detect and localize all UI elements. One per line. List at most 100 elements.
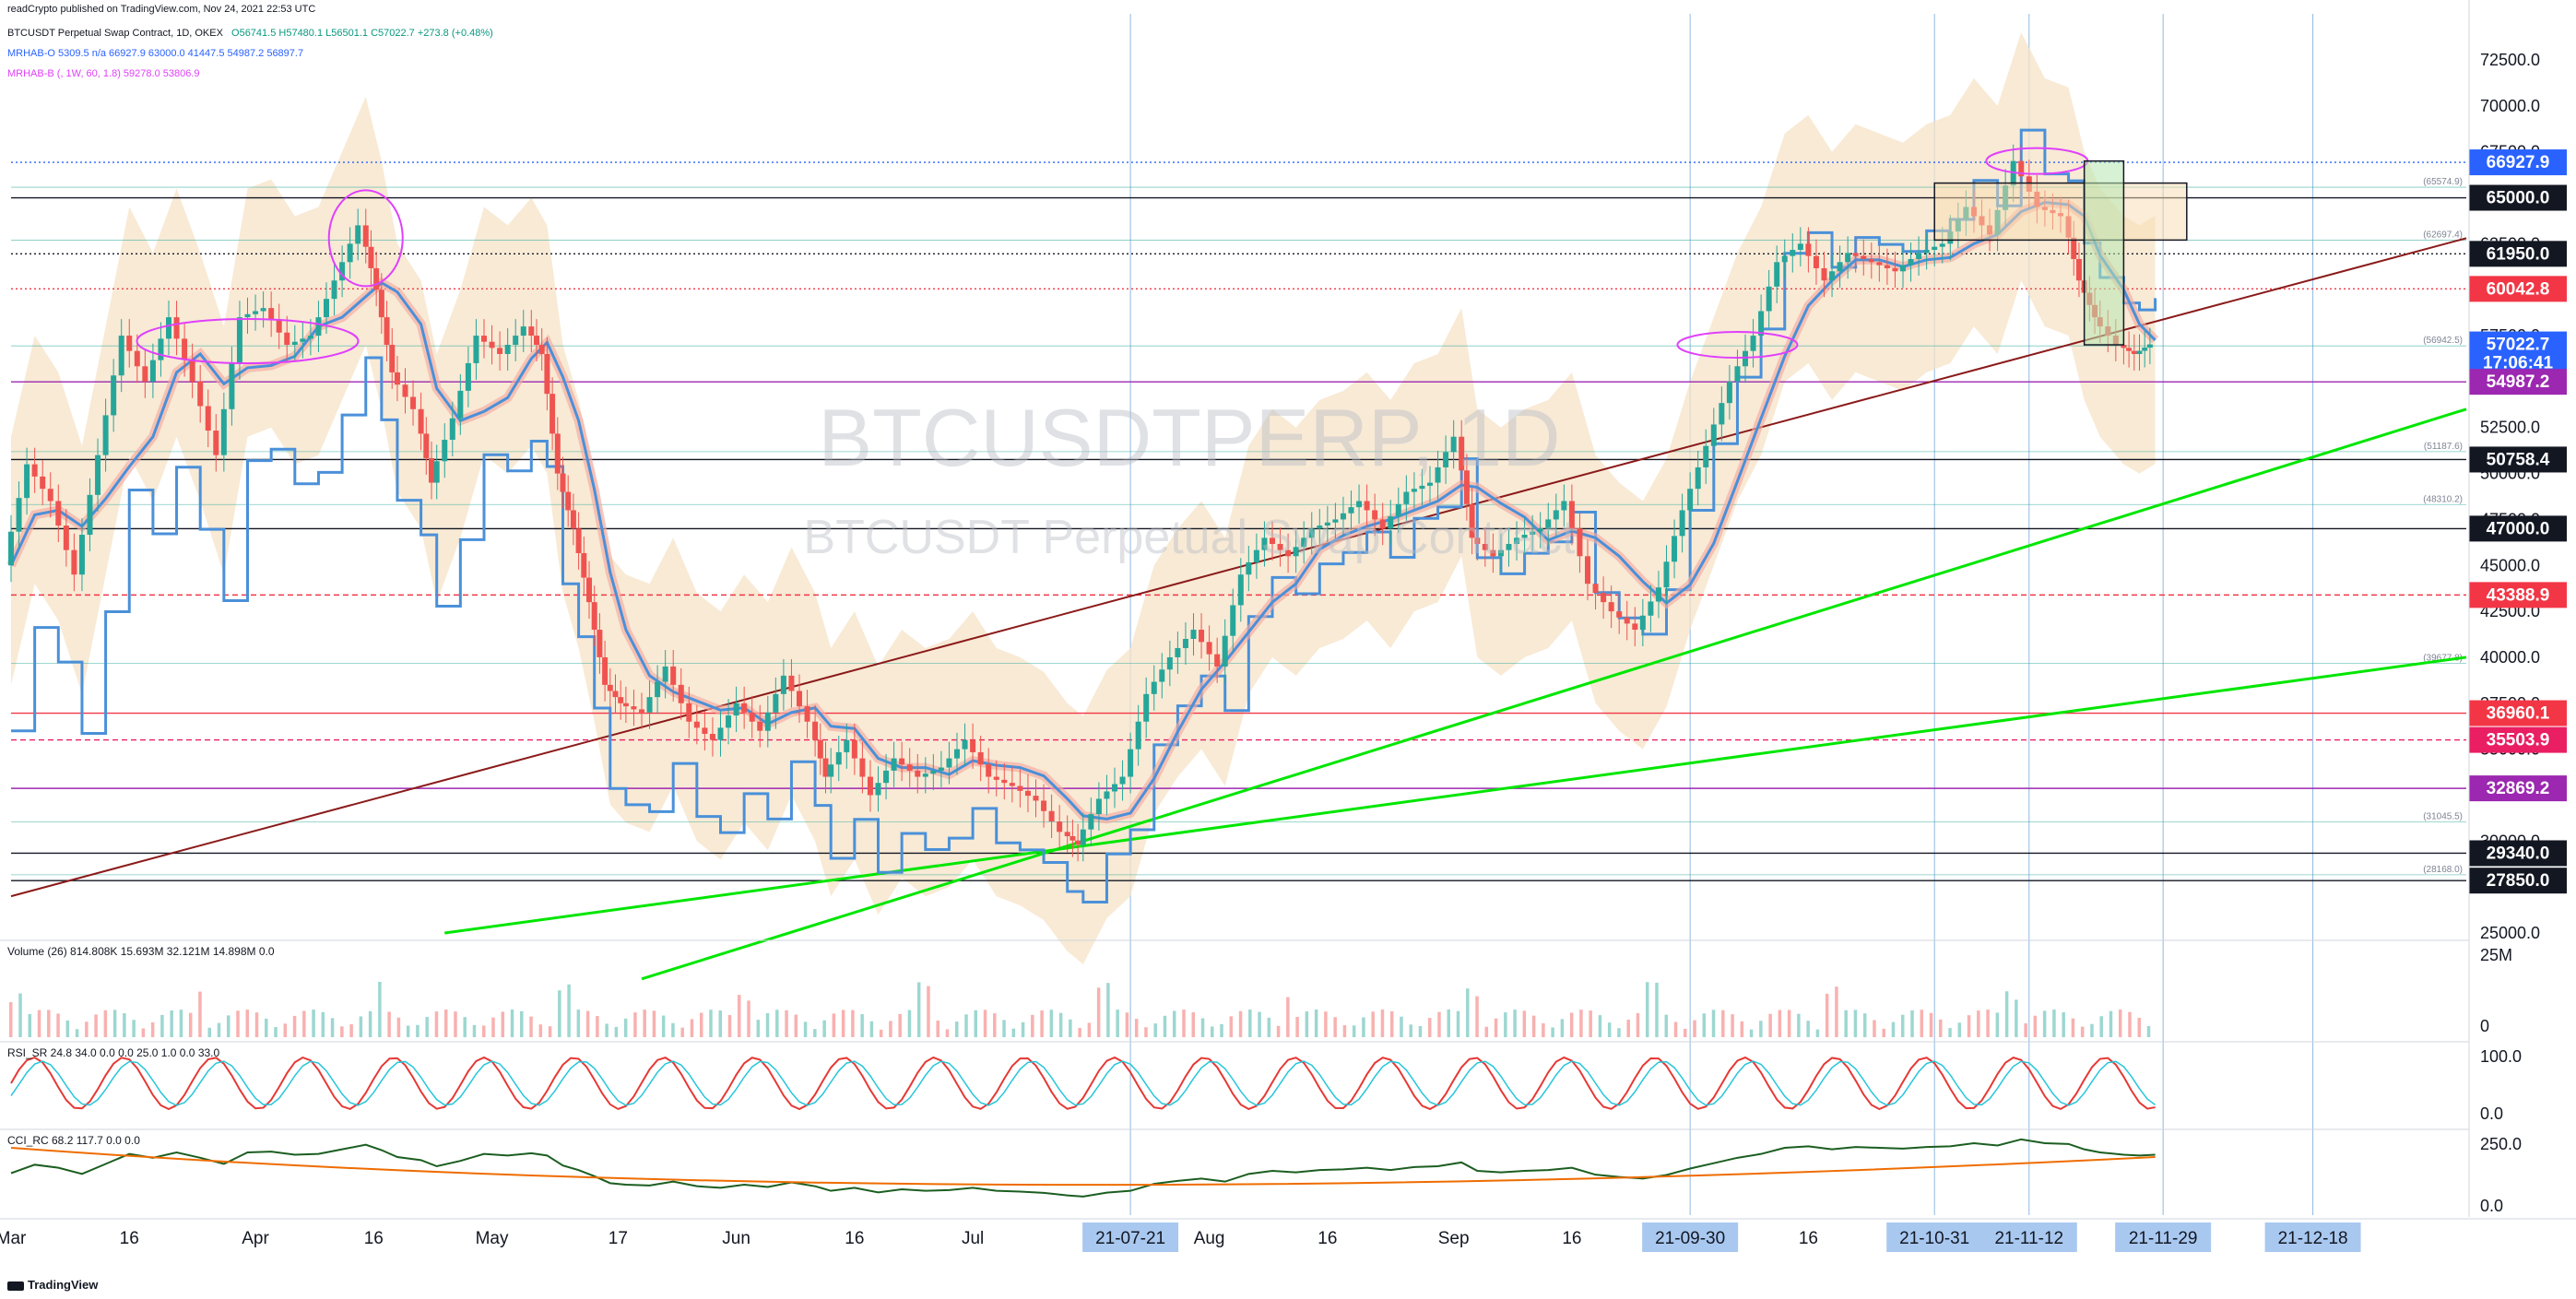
candle-body[interactable]	[1892, 267, 1898, 272]
candle-body[interactable]	[622, 703, 629, 707]
candle-body[interactable]	[173, 317, 180, 339]
candle-body[interactable]	[1545, 519, 1552, 529]
candle-body[interactable]	[1577, 528, 1583, 557]
candle-body[interactable]	[1112, 784, 1117, 792]
candle-body[interactable]	[8, 531, 14, 566]
candle-body[interactable]	[324, 299, 329, 318]
candle-body[interactable]	[1182, 639, 1188, 648]
candle-body[interactable]	[726, 715, 732, 728]
candle-body[interactable]	[449, 418, 455, 441]
candle-body[interactable]	[1364, 501, 1370, 511]
candle-body[interactable]	[757, 721, 763, 731]
candle-body[interactable]	[189, 360, 195, 382]
candle-body[interactable]	[1616, 611, 1623, 618]
candle-body[interactable]	[1230, 605, 1236, 636]
candle-body[interactable]	[1710, 424, 1717, 446]
candle-body[interactable]	[1395, 503, 1401, 517]
candle-body[interactable]	[1521, 535, 1528, 538]
tradingview-logo[interactable]: TradingView	[7, 1278, 98, 1292]
candle-body[interactable]	[1845, 253, 1851, 263]
candle-body[interactable]	[1435, 466, 1441, 483]
candle-body[interactable]	[253, 311, 259, 314]
candle-body[interactable]	[1095, 798, 1102, 815]
candle-body[interactable]	[764, 712, 771, 731]
candle-body[interactable]	[1340, 513, 1346, 520]
candle-body[interactable]	[607, 684, 613, 691]
candle-body[interactable]	[1135, 721, 1141, 750]
candle-body[interactable]	[1482, 544, 1488, 550]
candle-body[interactable]	[2136, 350, 2143, 354]
candle-body[interactable]	[915, 770, 921, 777]
candle-body[interactable]	[844, 739, 850, 752]
candle-body[interactable]	[1837, 262, 1843, 272]
candle-body[interactable]	[1372, 510, 1378, 520]
candle-body[interactable]	[709, 734, 715, 740]
candle-body[interactable]	[554, 433, 561, 474]
candle-body[interactable]	[986, 764, 992, 777]
candle-body[interactable]	[355, 225, 361, 244]
candle-body[interactable]	[670, 666, 677, 685]
candle-body[interactable]	[134, 350, 140, 367]
candle-body[interactable]	[71, 549, 77, 575]
candle-body[interactable]	[1561, 501, 1567, 511]
candle-body[interactable]	[229, 362, 235, 409]
candle-body[interactable]	[817, 739, 823, 759]
candle-body[interactable]	[481, 336, 487, 342]
candle-body[interactable]	[875, 783, 881, 796]
candle-body[interactable]	[1639, 615, 1646, 631]
candle-body[interactable]	[1427, 482, 1433, 486]
candle-body[interactable]	[1088, 814, 1094, 830]
candle-body[interactable]	[1514, 537, 1520, 545]
candle-body[interactable]	[1592, 584, 1599, 594]
candle-body[interactable]	[2121, 345, 2127, 348]
candle-body[interactable]	[1868, 258, 1874, 263]
candle-body[interactable]	[102, 415, 109, 455]
candle-body[interactable]	[1463, 470, 1470, 504]
candle-body[interactable]	[993, 776, 999, 780]
candle-body[interactable]	[970, 739, 976, 752]
candle-body[interactable]	[560, 473, 566, 492]
candle-body[interactable]	[429, 457, 434, 483]
candle-body[interactable]	[182, 338, 188, 360]
candle-body[interactable]	[1459, 436, 1465, 471]
candle-body[interactable]	[733, 703, 739, 716]
candle-body[interactable]	[418, 408, 424, 434]
candle-body[interactable]	[1648, 601, 1654, 616]
candle-body[interactable]	[362, 225, 369, 247]
candle-body[interactable]	[586, 577, 592, 603]
candle-body[interactable]	[504, 345, 511, 354]
candle-body[interactable]	[1821, 267, 1827, 281]
candle-body[interactable]	[804, 706, 810, 722]
candle-body[interactable]	[1932, 246, 1938, 251]
candle-body[interactable]	[1024, 790, 1031, 797]
candle-body[interactable]	[95, 455, 101, 495]
candle-body[interactable]	[307, 336, 313, 339]
candle-body[interactable]	[2131, 350, 2137, 354]
candle-body[interactable]	[1001, 779, 1008, 784]
candle-body[interactable]	[2126, 348, 2133, 351]
candle-body[interactable]	[1469, 503, 1475, 538]
candle-body[interactable]	[1041, 800, 1047, 811]
candle-body[interactable]	[1758, 311, 1765, 337]
candle-body[interactable]	[1474, 537, 1481, 545]
candle-body[interactable]	[1655, 587, 1661, 602]
candle-body[interactable]	[954, 749, 960, 759]
candle-body[interactable]	[1166, 656, 1173, 670]
candle-body[interactable]	[149, 360, 156, 382]
candle-body[interactable]	[1679, 510, 1685, 537]
candle-body[interactable]	[1009, 783, 1015, 786]
candle-body[interactable]	[331, 280, 337, 300]
candle-body[interactable]	[749, 712, 755, 722]
candle-body[interactable]	[111, 375, 117, 416]
candle-body[interactable]	[1246, 561, 1252, 575]
candle-body[interactable]	[1308, 528, 1315, 538]
candle-body[interactable]	[40, 476, 46, 490]
candle-body[interactable]	[797, 691, 802, 707]
candle-body[interactable]	[581, 552, 587, 578]
candle-body[interactable]	[244, 313, 251, 318]
candle-body[interactable]	[1497, 549, 1504, 557]
candle-body[interactable]	[1687, 489, 1694, 511]
candle-body[interactable]	[977, 751, 984, 765]
candle-body[interactable]	[1726, 381, 1732, 404]
candle-body[interactable]	[205, 406, 211, 431]
